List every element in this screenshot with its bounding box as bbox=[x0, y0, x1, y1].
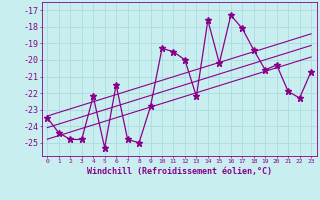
X-axis label: Windchill (Refroidissement éolien,°C): Windchill (Refroidissement éolien,°C) bbox=[87, 167, 272, 176]
